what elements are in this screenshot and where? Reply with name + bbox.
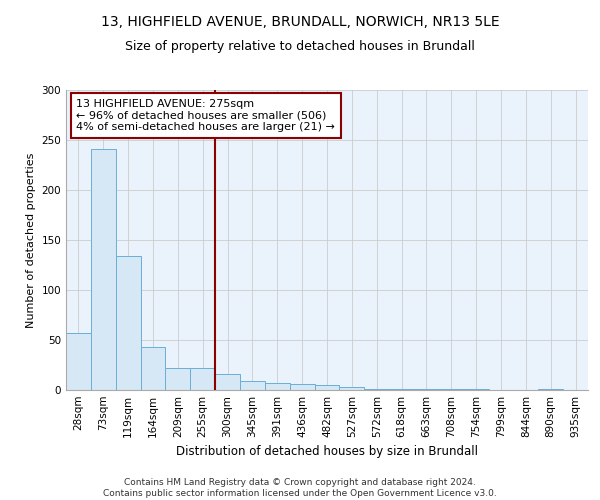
- Bar: [414, 389, 439, 390]
- Bar: [538, 389, 563, 390]
- Bar: [215, 374, 240, 390]
- Bar: [116, 256, 140, 390]
- Bar: [66, 333, 91, 390]
- Text: 13, HIGHFIELD AVENUE, BRUNDALL, NORWICH, NR13 5LE: 13, HIGHFIELD AVENUE, BRUNDALL, NORWICH,…: [101, 15, 499, 29]
- Text: 13 HIGHFIELD AVENUE: 275sqm
← 96% of detached houses are smaller (506)
4% of sem: 13 HIGHFIELD AVENUE: 275sqm ← 96% of det…: [76, 99, 335, 132]
- Bar: [265, 383, 290, 390]
- Bar: [240, 381, 265, 390]
- Y-axis label: Number of detached properties: Number of detached properties: [26, 152, 36, 328]
- Text: Contains HM Land Registry data © Crown copyright and database right 2024.
Contai: Contains HM Land Registry data © Crown c…: [103, 478, 497, 498]
- Bar: [340, 387, 364, 390]
- Bar: [190, 368, 215, 390]
- Bar: [140, 347, 166, 390]
- Bar: [364, 389, 389, 390]
- X-axis label: Distribution of detached houses by size in Brundall: Distribution of detached houses by size …: [176, 446, 478, 458]
- Bar: [314, 385, 340, 390]
- Bar: [91, 149, 116, 390]
- Bar: [290, 384, 314, 390]
- Bar: [389, 389, 414, 390]
- Bar: [464, 389, 488, 390]
- Bar: [166, 368, 190, 390]
- Text: Size of property relative to detached houses in Brundall: Size of property relative to detached ho…: [125, 40, 475, 53]
- Bar: [439, 389, 464, 390]
